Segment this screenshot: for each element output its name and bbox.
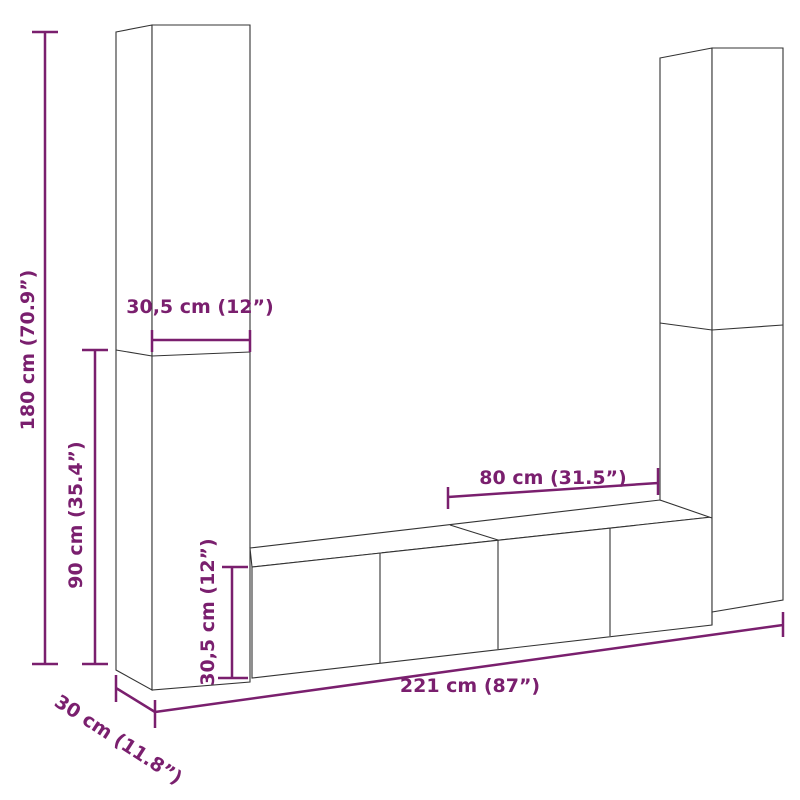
dim-tall-unit-width: 30,5 cm (12”)	[126, 296, 274, 352]
label-lower-height: 90 cm (35.4”)	[65, 441, 87, 588]
dim-low-unit-width: 80 cm (31.5”)	[446, 467, 660, 509]
dim-total-width: 221 cm (87”)	[153, 612, 785, 728]
dim-depth: 30 cm (11.8”)	[50, 675, 186, 789]
label-total-width: 221 cm (87”)	[400, 675, 540, 697]
label-depth: 30 cm (11.8”)	[50, 691, 186, 790]
label-total-height: 180 cm (70.9”)	[17, 270, 39, 431]
label-tall-unit-width: 30,5 cm (12”)	[126, 296, 273, 318]
right-tall-cabinet	[659, 47, 784, 625]
dim-lower-height: 90 cm (35.4”)	[65, 348, 108, 666]
label-low-unit-width: 80 cm (31.5”)	[479, 467, 626, 489]
low-cabinets	[249, 499, 713, 679]
left-tall-cabinet	[115, 24, 251, 691]
dim-low-unit-height: 30,5 cm (12”)	[197, 538, 248, 686]
dim-total-height: 180 cm (70.9”)	[17, 30, 58, 666]
label-low-unit-height: 30,5 cm (12”)	[197, 538, 219, 685]
